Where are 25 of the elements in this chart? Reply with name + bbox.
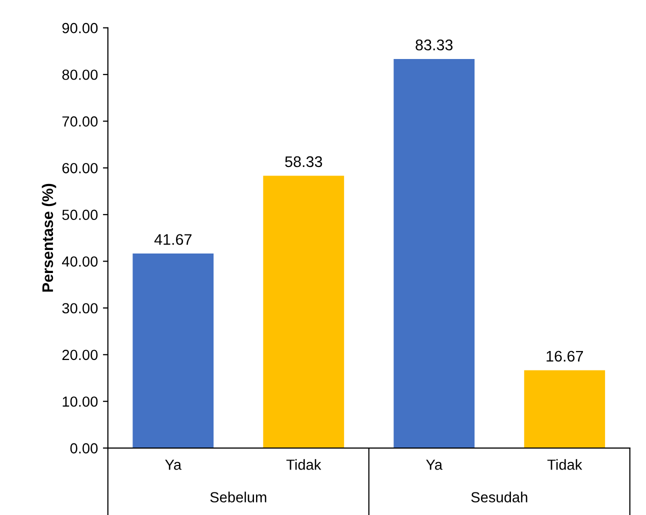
y-tick-label: 0.00 xyxy=(70,443,98,454)
x-tick-label: Tidak xyxy=(547,459,582,470)
bar xyxy=(132,253,214,448)
bar xyxy=(263,176,344,448)
y-axis-title: Persentase (%) xyxy=(42,184,56,292)
x-tick-label: Ya xyxy=(165,460,182,470)
y-tick-label: 60.00 xyxy=(62,162,98,174)
bar xyxy=(394,58,475,448)
x-tick-label: Tidak xyxy=(286,459,322,470)
data-label: 83.33 xyxy=(416,40,453,50)
y-tick-label: 10.00 xyxy=(62,396,98,407)
data-label: 41.67 xyxy=(154,234,192,245)
bar xyxy=(524,370,606,448)
y-tick-label: 30.00 xyxy=(62,303,98,314)
y-tick-label: 20.00 xyxy=(62,350,98,360)
text: Sesudah xyxy=(471,492,528,502)
y-tick-label: 90.00 xyxy=(62,22,98,34)
data-label: 58.33 xyxy=(285,156,322,168)
text: Sebelum xyxy=(210,492,266,502)
x-tick-label: Ya xyxy=(426,460,442,470)
y-tick-label: 70.00 xyxy=(62,116,98,127)
y-tick-label: 80.00 xyxy=(62,70,98,80)
data-label: 16.67 xyxy=(546,350,583,362)
y-tick-label: 50.00 xyxy=(62,210,98,220)
y-tick-label: 40.00 xyxy=(62,256,98,267)
